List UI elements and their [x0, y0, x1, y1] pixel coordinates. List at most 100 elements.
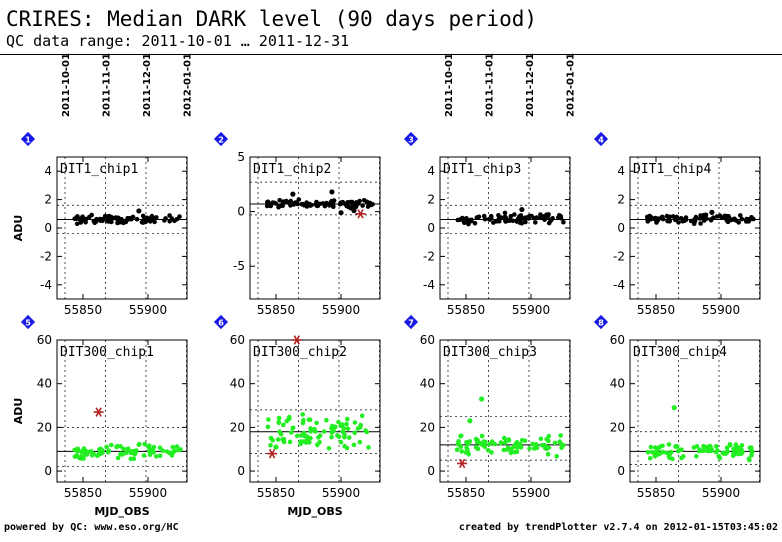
data-point	[479, 433, 485, 439]
panel-badge-number: 6	[218, 319, 224, 328]
data-point	[290, 426, 296, 431]
data-point	[125, 446, 130, 452]
data-point	[275, 437, 281, 442]
data-point	[473, 445, 479, 450]
data-point	[501, 447, 507, 453]
data-point	[552, 440, 558, 446]
panel-label: DIT1_chip2	[253, 162, 331, 177]
y-tick-label: 5	[237, 150, 245, 164]
outlier-star-icon	[93, 407, 104, 417]
data-point	[268, 442, 273, 448]
data-point	[539, 442, 545, 448]
data-point	[349, 200, 355, 206]
outlier-stroke	[357, 209, 364, 219]
panel-badge-number: 3	[408, 136, 414, 145]
data-point	[660, 216, 666, 222]
outlier-star-icon	[291, 335, 302, 345]
y-tick-label: 2	[44, 193, 52, 207]
data-point	[167, 213, 172, 218]
data-point	[100, 218, 105, 224]
data-point	[326, 446, 332, 451]
panel-badge-number: 8	[598, 319, 604, 328]
data-point	[147, 443, 152, 449]
y-tick-label: -4	[613, 278, 625, 292]
x-tick-label: 55850	[637, 303, 675, 317]
data-point	[289, 430, 294, 435]
data-point	[746, 217, 751, 222]
data-point	[142, 441, 147, 447]
panel-badge-icon	[213, 314, 229, 330]
panel-label: DIT1_chip3	[443, 162, 521, 177]
data-point	[514, 443, 520, 449]
data-point	[676, 220, 681, 225]
data-point	[108, 214, 114, 220]
data-point	[708, 217, 714, 222]
x-tick-label: 55850	[64, 303, 102, 317]
data-point	[276, 420, 282, 426]
data-point	[749, 450, 755, 456]
data-point	[544, 212, 549, 217]
data-point	[679, 455, 684, 461]
y-tick-label: 0	[44, 221, 52, 235]
y-tick-label: -4	[423, 278, 435, 292]
x-tick-label: 55900	[322, 486, 360, 500]
x-tick-label: 55900	[322, 303, 360, 317]
panel-badge-number: 4	[598, 136, 604, 145]
y-tick-label: 4	[44, 164, 52, 178]
y-tick-label: -5	[233, 259, 245, 273]
data-point	[739, 447, 744, 453]
data-point	[344, 203, 350, 209]
plot-frame	[629, 339, 761, 483]
data-point	[268, 203, 273, 208]
data-point	[99, 448, 104, 453]
data-point	[518, 445, 524, 450]
data-point	[313, 429, 318, 434]
data-point	[488, 213, 494, 219]
data-point	[351, 207, 357, 214]
data-point	[467, 218, 473, 224]
data-point	[479, 396, 485, 402]
data-point	[276, 415, 282, 421]
date-tick-label: 2011-11-01	[102, 53, 113, 117]
data-point	[532, 446, 537, 451]
data-point	[520, 216, 526, 221]
date-tick-label: 2011-12-01	[142, 53, 153, 117]
data-point	[512, 212, 517, 217]
data-point	[157, 453, 163, 459]
y-tick-label: -4	[40, 278, 52, 292]
panel-badge-number: 1	[25, 136, 31, 145]
x-tick-label: 55850	[257, 486, 295, 500]
data-point	[277, 197, 283, 203]
outlier-star-icon	[457, 458, 468, 469]
data-point	[160, 448, 166, 454]
page-subtitle: QC data range: 2011-10-01 … 2011-12-31	[6, 32, 350, 50]
outlier-star-icon	[355, 209, 366, 219]
data-point	[298, 439, 304, 444]
data-point	[458, 433, 464, 439]
data-point	[281, 199, 286, 204]
data-point	[516, 216, 521, 222]
x-tick-label: 55850	[257, 303, 295, 317]
data-point	[498, 440, 504, 445]
data-point	[131, 456, 137, 462]
data-point	[176, 447, 182, 453]
data-point	[538, 212, 543, 217]
panel-dit1-chip4: 4 -4 -2 0 2 4 55850 55900 DIT1_chip4	[593, 131, 761, 317]
panel-badge-icon	[403, 314, 419, 330]
data-point	[340, 199, 346, 205]
data-point	[506, 438, 512, 443]
data-point	[675, 448, 681, 454]
data-point	[300, 412, 306, 417]
y-axis-label: ADU	[12, 398, 25, 425]
data-point	[485, 448, 491, 453]
data-point	[329, 189, 335, 195]
panel-label: DIT1_chip4	[633, 162, 711, 177]
y-tick-label: 0	[237, 464, 245, 478]
y-tick-label: -2	[613, 249, 625, 263]
date-tick-label: 2012-01-01	[183, 53, 194, 117]
data-point	[109, 442, 114, 448]
data-point	[508, 450, 514, 456]
data-point	[647, 456, 653, 461]
data-point	[542, 217, 547, 222]
